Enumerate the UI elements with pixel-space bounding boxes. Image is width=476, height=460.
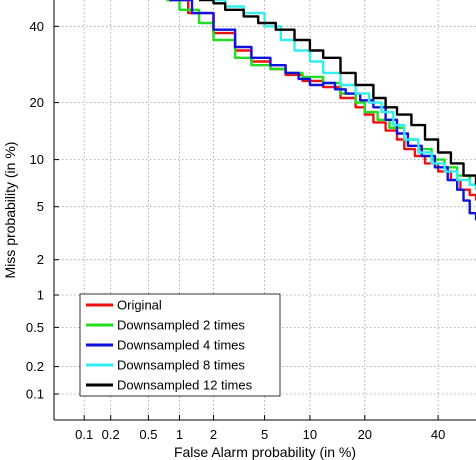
x-ticks: 0.1 0.2 0.5 1 2 5 10 20 40 [75,415,445,442]
y-tick-label-6: 10 [30,152,44,167]
legend-label-4: Downsampled 12 times [117,378,253,393]
y-axis-title: Miss probability (in %) [2,142,18,279]
x-tick-label-1: 0.2 [102,427,120,442]
series-line-4 [199,0,476,185]
x-tick-label-6: 10 [303,427,317,442]
x-tick-label-5: 5 [261,427,268,442]
x-tick-label-0: 0.1 [75,427,93,442]
x-tick-label-8: 40 [431,427,445,442]
series-lines [166,0,476,221]
y-tick-label-5: 5 [37,199,44,214]
legend-box [79,293,281,397]
legend: Original Downsampled 2 times Downsampled 4… [79,293,281,397]
x-tick-label-2: 0.5 [139,427,157,442]
y-tick-label-0: 0.1 [26,387,44,402]
legend-label-2: Downsampled 4 times [117,338,245,353]
y-tick-label-2: 0.5 [26,320,44,335]
y-tick-label-1: 0.2 [26,359,44,374]
x-axis-title: False Alarm probability (in %) [174,444,356,460]
legend-label-0: Original [117,298,162,313]
x-tick-label-3: 1 [176,427,183,442]
y-tick-label-7: 20 [30,95,44,110]
x-tick-label-4: 2 [210,427,217,442]
y-tick-label-8: 40 [30,19,44,34]
series-line-3 [208,0,476,190]
y-tick-label-3: 1 [37,288,44,303]
legend-label-3: Downsampled 8 times [117,358,245,373]
y-ticks: 0.1 0.2 0.5 1 2 5 10 20 40 [26,19,59,402]
legend-label-1: Downsampled 2 times [117,318,245,333]
y-tick-label-4: 2 [37,252,44,267]
x-tick-label-7: 20 [358,427,372,442]
